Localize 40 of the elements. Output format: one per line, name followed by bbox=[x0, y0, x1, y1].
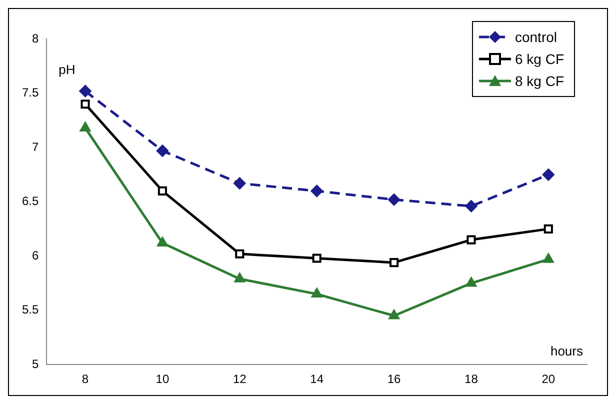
x-axis-title: hours bbox=[550, 344, 584, 359]
point bbox=[389, 258, 399, 268]
y-axis-title: pH bbox=[58, 62, 76, 78]
legend-label: control bbox=[514, 29, 558, 45]
point bbox=[157, 237, 168, 247]
point bbox=[80, 122, 91, 132]
point bbox=[466, 235, 476, 244]
point bbox=[465, 200, 478, 212]
y-tick-label: 5 bbox=[32, 356, 39, 371]
point bbox=[234, 177, 246, 190]
point bbox=[79, 85, 92, 98]
y-tick-label: 8 bbox=[32, 31, 39, 46]
y-tick-label: 5.5 bbox=[22, 302, 39, 317]
point bbox=[466, 277, 477, 287]
point bbox=[543, 253, 554, 263]
x-tick-label: 8 bbox=[82, 372, 89, 386]
y-tick-label: 7.5 bbox=[22, 86, 39, 100]
point bbox=[80, 100, 90, 109]
x-tick-label: 10 bbox=[156, 372, 170, 386]
point bbox=[542, 168, 554, 181]
point bbox=[388, 194, 400, 206]
point bbox=[310, 184, 323, 197]
y-tick-label: 7 bbox=[32, 140, 39, 154]
point bbox=[156, 144, 168, 157]
point bbox=[234, 272, 245, 282]
legend-label: 8 kg CF bbox=[514, 73, 564, 89]
x-tick-label: 18 bbox=[464, 372, 478, 386]
x-tick-label: 14 bbox=[310, 372, 324, 386]
point bbox=[312, 288, 322, 298]
point bbox=[158, 186, 167, 196]
y-tick-label: 6.5 bbox=[22, 194, 39, 208]
x-tick-label: 16 bbox=[387, 372, 402, 386]
point bbox=[235, 249, 244, 258]
y-tick-label: 6 bbox=[32, 248, 39, 262]
point bbox=[312, 254, 322, 263]
x-tick-label: 20 bbox=[542, 372, 556, 386]
point bbox=[388, 310, 400, 320]
point bbox=[544, 224, 553, 234]
x-tick-label: 12 bbox=[232, 372, 247, 386]
legend-label: 6 kg CF bbox=[514, 51, 564, 67]
